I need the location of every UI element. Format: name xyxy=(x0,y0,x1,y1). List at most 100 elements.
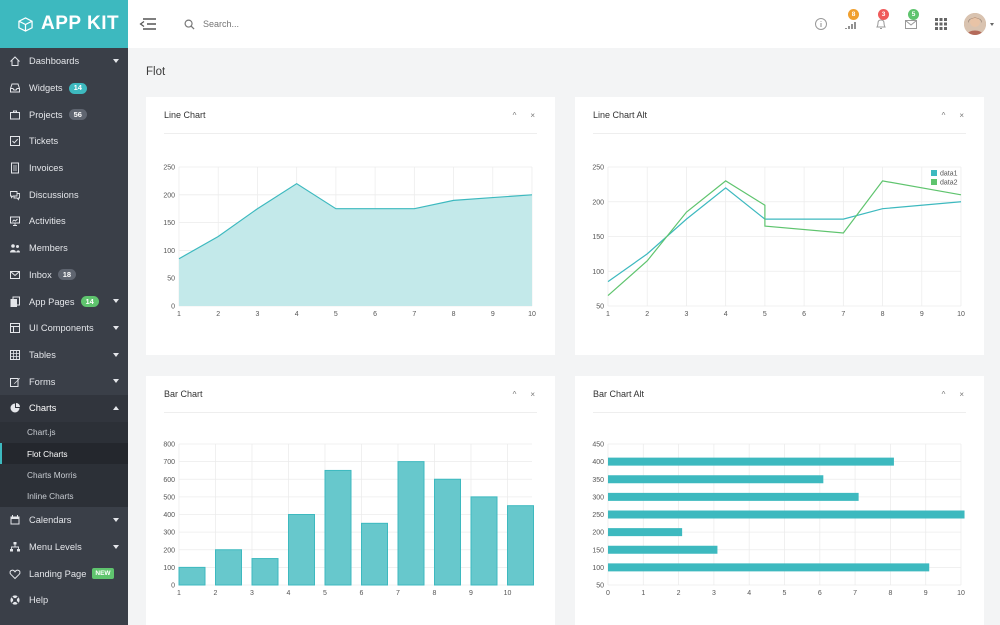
bar-chart-alt-card: Bar Chart Alt ^ × 50 100 150 200 250 300 350 40… xyxy=(575,376,984,625)
sidebar-item-discussions[interactable]: Discussions xyxy=(0,181,128,208)
submenu-item-chart-js[interactable]: Chart.js xyxy=(27,427,56,438)
collapse-icon[interactable]: ^ xyxy=(512,389,517,399)
sidebar-item-label: Invoices xyxy=(29,163,64,174)
x-tick-label: 4 xyxy=(747,590,751,597)
x-tick-label: 10 xyxy=(957,311,965,318)
components-icon xyxy=(9,322,21,334)
x-tick-label: 7 xyxy=(396,590,400,597)
sidebar-item-projects[interactable]: Projects 56 xyxy=(0,101,128,128)
collapse-icon[interactable]: ^ xyxy=(512,110,517,120)
count-badge: 14 xyxy=(80,296,99,308)
chevron-down-icon xyxy=(113,379,119,384)
y-tick-label: 800 xyxy=(163,442,175,449)
close-icon[interactable]: × xyxy=(959,110,964,120)
card-title: Line Chart Alt xyxy=(593,110,648,120)
x-tick-label: 4 xyxy=(295,311,299,318)
sidebar-item-menu-levels[interactable]: Menu Levels xyxy=(0,534,128,561)
signal-badge: 8 xyxy=(848,9,859,20)
collapse-icon[interactable]: ^ xyxy=(941,389,946,399)
pie-chart-icon xyxy=(9,402,21,414)
sidebar-item-activities[interactable]: Activities xyxy=(0,208,128,235)
x-tick-label: 1 xyxy=(177,311,181,318)
x-tick-label: 10 xyxy=(528,311,536,318)
search-input[interactable] xyxy=(203,19,323,29)
sidebar-item-inbox[interactable]: Inbox 18 xyxy=(0,262,128,289)
envelope-icon[interactable]: 5 xyxy=(904,9,919,31)
brand-logo[interactable]: APP KIT xyxy=(0,0,128,48)
users-icon xyxy=(9,242,21,254)
sidebar-item-label: Calendars xyxy=(29,515,72,526)
avatar[interactable] xyxy=(964,13,986,35)
menu-toggle-icon[interactable] xyxy=(138,17,158,31)
bar xyxy=(608,457,894,466)
sidebar-item-label: Discussions xyxy=(29,189,79,200)
submenu-item-inline-charts[interactable]: Inline Charts xyxy=(27,491,74,502)
collapse-icon[interactable]: ^ xyxy=(941,110,946,120)
x-tick-label: 1 xyxy=(641,590,645,597)
bar xyxy=(397,461,425,586)
chevron-down-icon xyxy=(113,299,119,304)
sidebar-item-charts[interactable]: Charts xyxy=(0,394,128,422)
y-tick-label: 150 xyxy=(592,234,604,241)
brand-name: APP KIT xyxy=(41,13,120,34)
x-tick-label: 9 xyxy=(920,311,924,318)
sidebar: APP KIT Dashboards Widgets 14 Projects 56 Tic… xyxy=(0,0,128,625)
home-icon xyxy=(9,55,21,67)
info-icon[interactable] xyxy=(814,17,828,31)
card-title: Bar Chart Alt xyxy=(593,389,645,399)
x-tick-label: 2 xyxy=(677,590,681,597)
header-actions: 8 3 5 xyxy=(814,0,1000,48)
x-tick-label: 10 xyxy=(957,590,965,597)
bar xyxy=(608,475,824,484)
submenu-item-charts-morris[interactable]: Charts Morris xyxy=(27,469,77,480)
card-title: Bar Chart xyxy=(164,389,203,399)
sidebar-item-landing-page[interactable]: Landing Page NEW xyxy=(0,560,128,587)
x-tick-label: 6 xyxy=(802,311,806,318)
avatar-caret-icon[interactable] xyxy=(990,22,994,26)
x-tick-label: 5 xyxy=(763,311,767,318)
close-icon[interactable]: × xyxy=(530,110,535,120)
x-tick-label: 9 xyxy=(469,590,473,597)
bell-icon[interactable]: 3 xyxy=(874,9,889,31)
x-tick-label: 3 xyxy=(255,311,259,318)
sidebar-item-label: Dashboards xyxy=(29,56,80,67)
y-tick-label: 100 xyxy=(163,565,175,572)
sidebar-item-invoices[interactable]: Invoices xyxy=(0,155,128,182)
sidebar-item-ui-components[interactable]: UI Components xyxy=(0,315,128,342)
area-fill xyxy=(179,183,532,306)
close-icon[interactable]: × xyxy=(530,389,535,399)
sidebar-item-help[interactable]: Help xyxy=(0,587,128,614)
sidebar-item-app-pages[interactable]: App Pages 14 xyxy=(0,288,128,315)
count-badge: 14 xyxy=(68,82,87,94)
y-tick-label: 250 xyxy=(592,512,604,519)
x-tick-label: 9 xyxy=(924,590,928,597)
sidebar-item-forms[interactable]: Forms xyxy=(0,368,128,395)
y-tick-label: 600 xyxy=(163,477,175,484)
y-tick-label: 200 xyxy=(592,199,604,206)
sidebar-item-label: Charts xyxy=(29,403,57,414)
lifebuoy-icon xyxy=(9,594,21,606)
submenu-item-flot-charts[interactable]: Flot Charts xyxy=(0,442,128,465)
line-chart-alt-card: Line Chart Alt ^ × 50 100 150 200 250 1 2 3 4 5 6 7… xyxy=(575,97,984,355)
signal-bars-icon[interactable]: 8 xyxy=(844,9,859,31)
bar xyxy=(608,528,683,537)
x-tick-label: 10 xyxy=(504,590,512,597)
sidebar-item-label: Help xyxy=(29,595,49,606)
sidebar-item-widgets[interactable]: Widgets 14 xyxy=(0,75,128,102)
x-tick-label: 2 xyxy=(645,311,649,318)
sidebar-item-tickets[interactable]: Tickets xyxy=(0,128,128,155)
x-tick-label: 1 xyxy=(606,311,610,318)
x-tick-label: 0 xyxy=(606,590,610,597)
sidebar-item-label: Inbox xyxy=(29,269,52,280)
sidebar-item-calendars[interactable]: Calendars xyxy=(0,507,128,534)
grid-icon[interactable] xyxy=(934,17,948,31)
sidebar-item-members[interactable]: Members xyxy=(0,235,128,262)
y-tick-label: 700 xyxy=(163,459,175,466)
sidebar-item-tables[interactable]: Tables xyxy=(0,342,128,369)
chevron-down-icon xyxy=(113,544,119,549)
sidebar-item-dashboards[interactable]: Dashboards xyxy=(0,48,128,75)
count-badge: NEW xyxy=(92,568,114,580)
sidebar-item-label: App Pages xyxy=(29,296,75,307)
x-tick-label: 5 xyxy=(334,311,338,318)
close-icon[interactable]: × xyxy=(959,389,964,399)
